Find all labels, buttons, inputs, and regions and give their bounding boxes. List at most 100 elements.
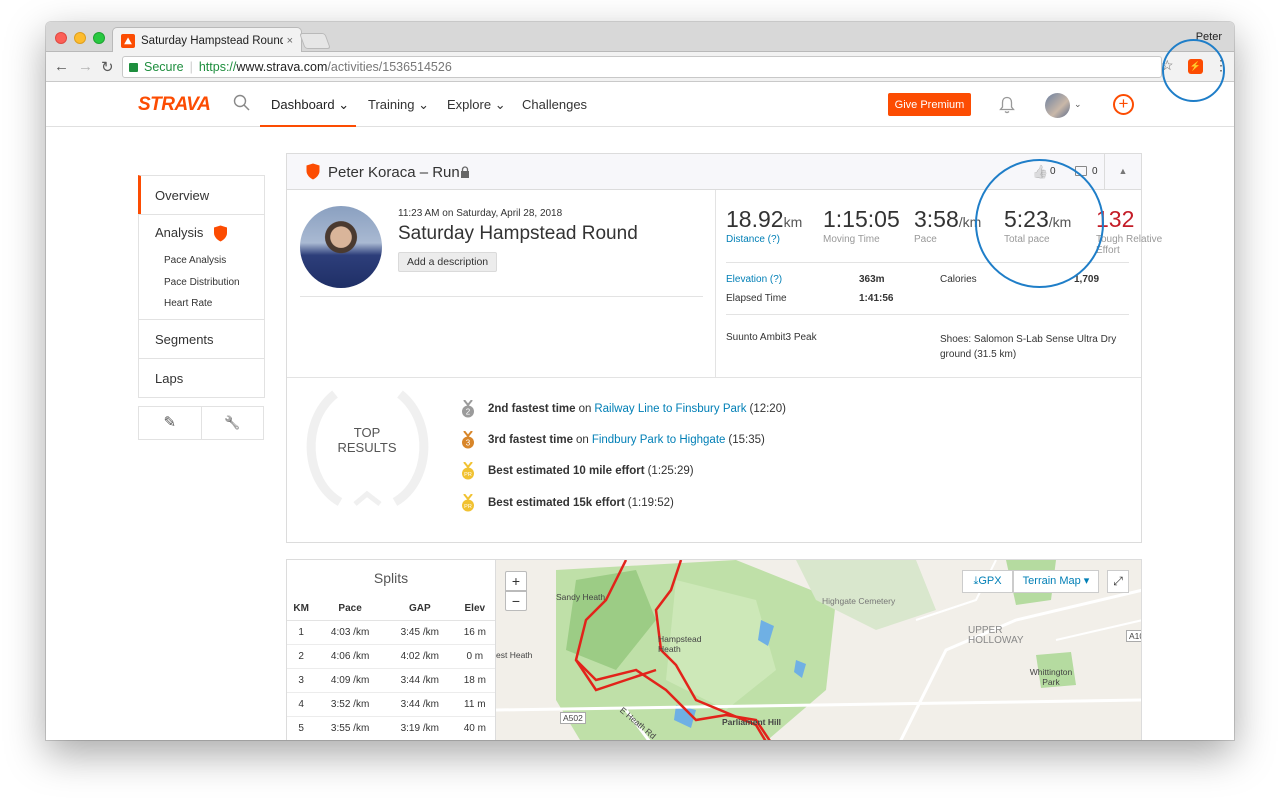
sidebar-subitem-pace-distribution[interactable]: Pace Distribution [164, 276, 240, 288]
download-gpx-button[interactable]: ⤓GPX [962, 570, 1013, 593]
fullscreen-icon[interactable]: ⤢ [1107, 570, 1129, 593]
pr-medal-icon: PR [462, 494, 474, 512]
achievement-title: 3rd fastest time [488, 434, 574, 446]
route-map[interactable]: Sandy Heath Hampstead Heath est Heath Hi… [495, 559, 1142, 740]
strava-extension-icon[interactable]: ⚡ [1188, 59, 1203, 74]
tab-close-icon[interactable]: × [286, 34, 293, 47]
reload-icon[interactable]: ↻ [101, 59, 114, 76]
forward-arrow-icon[interactable]: → [78, 58, 93, 75]
map-label: Highgate Cemetery [822, 596, 896, 606]
device-name: Suunto Ambit3 Peak [726, 332, 817, 343]
search-icon[interactable] [233, 94, 250, 111]
bookmark-star-icon[interactable]: ☆ [1161, 57, 1174, 73]
elapsed-time-value: 1:41:56 [859, 293, 894, 304]
notifications-bell-icon[interactable] [999, 96, 1015, 114]
elevation-value: 363m [859, 274, 885, 285]
segment-link[interactable]: Railway Line to Finsbury Park [594, 403, 747, 415]
map-zoom-out-button[interactable]: − [505, 591, 527, 611]
address-bar[interactable]: Secure | https://www.strava.com/activiti… [122, 56, 1162, 78]
split-elev: 40 m [454, 716, 495, 740]
map-label: A502 [560, 712, 586, 724]
window-maximize-button[interactable] [93, 32, 105, 44]
browser-profile-name[interactable]: Peter [1195, 31, 1222, 43]
browser-tab-active[interactable]: ⛰ Saturday Hampstead Round | S × [112, 27, 302, 53]
activity-actions-button[interactable]: 🔧 [200, 406, 264, 440]
comment-count: 0 [1092, 166, 1098, 177]
add-activity-icon[interactable]: + [1113, 94, 1134, 115]
new-tab-button[interactable] [299, 33, 331, 49]
activity-summary-card: Peter Koraca – Run 👍 0 0 ▲ 11:23 AM on S… [286, 153, 1162, 543]
map-type-dropdown[interactable]: Terrain Map ▾ [1013, 570, 1099, 593]
achievement-title: Best estimated 15k effort [488, 497, 625, 509]
achievement-preposition: on [578, 403, 592, 415]
stat-total-pace: 5:23/km Total pace [1004, 206, 1071, 245]
stat-value: 3:58 [914, 206, 959, 232]
comment-icon[interactable] [1075, 166, 1087, 176]
stat-unit: km [783, 214, 803, 230]
map-label: A10 [1126, 630, 1141, 642]
athlete-avatar[interactable] [300, 206, 382, 288]
window-close-button[interactable] [55, 32, 67, 44]
sidebar-item-laps[interactable]: Laps [138, 358, 265, 398]
stat-relative-effort[interactable]: 132 Tough Relative Effort [1096, 206, 1171, 256]
collapse-toggle[interactable]: ▲ [1104, 154, 1141, 189]
achievement-time: (1:19:52) [627, 497, 674, 509]
sidebar-item-label: Overview [155, 188, 210, 203]
divider [287, 377, 1141, 378]
browser-menu-icon[interactable]: ⋮ [1214, 57, 1228, 73]
stat-pace: 3:58/km Pace [914, 206, 981, 245]
split-gap: 3:19 /km [384, 716, 455, 740]
split-elev: 18 m [454, 668, 495, 693]
user-avatar[interactable] [1045, 93, 1070, 118]
svg-text:3: 3 [466, 439, 471, 448]
activity-datetime: 11:23 AM on Saturday, April 28, 2018 [398, 208, 563, 219]
sidebar-subitem-pace-analysis[interactable]: Pace Analysis [164, 255, 227, 266]
split-gap: 4:02 /km [384, 644, 455, 669]
elevation-label-link[interactable]: Elevation (?) [726, 274, 783, 285]
map-zoom-in-button[interactable]: + [505, 571, 527, 591]
svg-text:PR: PR [464, 504, 472, 510]
nav-dashboard[interactable]: Dashboard ⌄ [271, 97, 350, 112]
top-results-label: TOP RESULTS [315, 425, 419, 455]
window-minimize-button[interactable] [74, 32, 86, 44]
splits-table: KM Pace GAP Elev 1 4:03 /km 3:45 /km 16 m 2… [287, 598, 495, 740]
sidebar-subitem-heart-rate[interactable]: Heart Rate [164, 298, 213, 309]
back-arrow-icon[interactable]: ← [54, 58, 69, 75]
strava-logo[interactable]: STRAVA [138, 94, 211, 115]
split-elev: 0 m [454, 644, 495, 669]
split-gap: 3:44 /km [384, 668, 455, 693]
chevron-down-icon[interactable]: ⌄ [1074, 99, 1082, 109]
sidebar-item-analysis[interactable]: Analysis Pace Analysis Pace Distribution… [138, 214, 265, 320]
split-pace: 3:52 /km [315, 692, 385, 717]
splits-panel: Splits KM Pace GAP Elev 1 4:03 /km 3:45 /k… [286, 559, 495, 740]
split-km: 3 [287, 668, 316, 693]
sidebar-item-segments[interactable]: Segments [138, 319, 265, 359]
add-description-button[interactable]: Add a description [398, 252, 498, 272]
split-km: 1 [287, 620, 316, 645]
bronze-medal-icon: 3 [462, 431, 474, 449]
give-premium-button[interactable]: Give Premium [888, 93, 971, 116]
svg-text:PR: PR [464, 472, 472, 478]
achievement-title: Best estimated 10 mile effort [488, 465, 645, 477]
nav-explore[interactable]: Explore ⌄ [447, 97, 506, 112]
strava-favicon-icon: ⛰ [121, 33, 135, 48]
shoes-info: Shoes: Salomon S-Lab Sense Ultra Dry gro… [940, 334, 1117, 360]
activity-sidebar: Overview Analysis Pace Analysis Pace Dis… [138, 175, 265, 440]
splits-title: Splits [373, 570, 409, 586]
sidebar-item-overview[interactable]: Overview [138, 175, 265, 215]
stat-label-link[interactable]: Distance (?) [726, 234, 780, 245]
nav-challenges[interactable]: Challenges [522, 97, 588, 112]
stat-label: Pace [914, 234, 937, 245]
column-header: Pace [315, 598, 385, 621]
top-results-line1: TOP [353, 425, 381, 440]
activity-title: Saturday Hampstead Round [398, 223, 638, 244]
download-icon: ⤓ [973, 575, 979, 587]
segment-link[interactable]: Findbury Park to Highgate [591, 434, 726, 446]
nav-training[interactable]: Training ⌄ [368, 97, 429, 112]
kudos-thumbs-up-icon[interactable]: 👍 [1032, 164, 1049, 179]
table-row: 1 4:03 /km 3:45 /km 16 m [287, 620, 495, 645]
divider [300, 296, 703, 297]
edit-activity-button[interactable]: ✎ [138, 406, 202, 440]
activity-header-title[interactable]: Peter Koraca – Run [328, 164, 460, 181]
split-pace: 4:06 /km [315, 644, 385, 669]
